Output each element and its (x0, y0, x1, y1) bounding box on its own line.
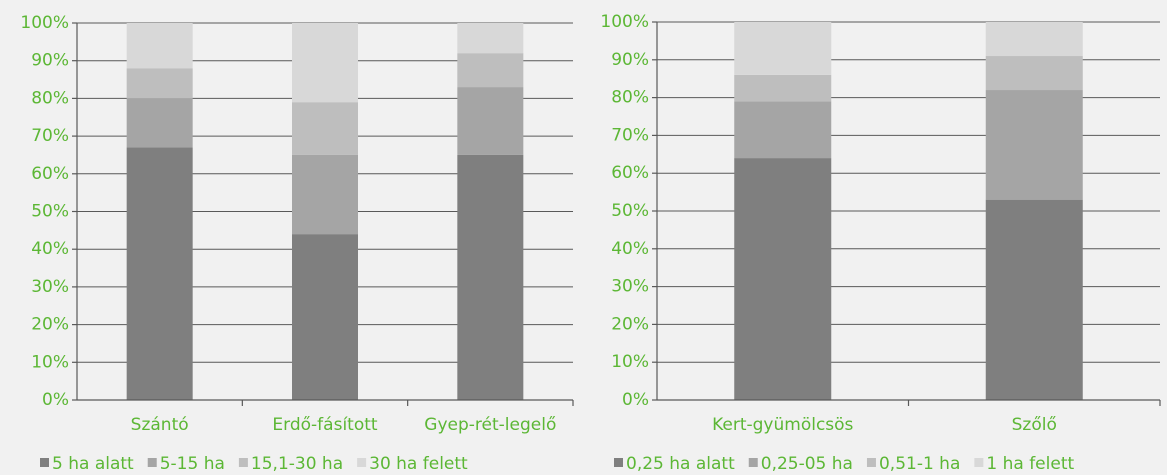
y-tick-label: 60% (31, 164, 69, 184)
bar-segment (292, 102, 358, 155)
y-tick-label: 50% (611, 201, 649, 221)
bar-segment (985, 22, 1083, 57)
y-tick-label: 40% (611, 239, 649, 259)
bar-segment (457, 53, 524, 88)
bar-segment (734, 158, 832, 400)
legend-swatch (147, 458, 157, 467)
x-tick-label: Kert-gyümölcsös (712, 415, 853, 435)
bar-segment (292, 234, 358, 400)
bar-segment (985, 56, 1083, 91)
bar-segment (126, 68, 193, 99)
y-tick-label: 20% (611, 314, 649, 334)
bar-segment (457, 87, 524, 155)
bar-segment (985, 90, 1083, 200)
legend-label: 5 ha alatt (52, 454, 134, 474)
bar-segment (126, 98, 193, 148)
legend-swatch (866, 458, 876, 467)
y-tick-label: 30% (611, 277, 649, 297)
y-tick-label: 60% (611, 163, 649, 183)
bar-segment (457, 154, 524, 400)
x-tick-label: Szántó (131, 415, 189, 435)
legend-label: 30 ha felett (369, 454, 468, 474)
y-tick-label: 90% (31, 51, 69, 71)
legend-label: 0,25-05 ha (761, 454, 853, 474)
bar-segment (734, 74, 832, 102)
y-tick-label: 0% (42, 390, 69, 410)
y-tick-label: 40% (31, 239, 69, 259)
legend-label: 15,1-30 ha (251, 454, 343, 474)
y-tick-label: 70% (611, 125, 649, 145)
bar-segment (292, 154, 358, 235)
y-tick-label: 30% (31, 277, 69, 297)
y-tick-label: 100% (20, 13, 69, 33)
legend-swatch (357, 458, 367, 467)
legend-label: 5-15 ha (160, 454, 225, 474)
bar-segment (292, 23, 358, 103)
legend-label: 0,25 ha alatt (626, 454, 735, 474)
bar-segment (985, 199, 1083, 400)
y-tick-label: 10% (611, 352, 649, 372)
legend-swatch (238, 458, 248, 467)
bar-segment (734, 101, 832, 159)
x-tick-label: Gyep-rét-legelő (424, 415, 556, 435)
legend-label: 1 ha felett (986, 454, 1074, 474)
bar-segment (734, 22, 832, 75)
legend-swatch (748, 458, 758, 467)
x-tick-label: Erdő-fásított (272, 415, 377, 435)
y-tick-label: 80% (611, 88, 649, 108)
legend-swatch (40, 458, 49, 467)
y-tick-label: 80% (31, 88, 69, 108)
legend-swatch (614, 458, 623, 467)
y-tick-label: 20% (31, 315, 69, 335)
y-tick-label: 50% (31, 202, 69, 222)
y-tick-label: 90% (611, 50, 649, 70)
bar-segment (126, 147, 193, 400)
y-tick-label: 100% (600, 12, 649, 32)
y-tick-label: 0% (622, 390, 649, 410)
bar-segment (126, 23, 193, 69)
x-tick-label: Szőlő (1012, 415, 1057, 435)
y-tick-label: 70% (31, 126, 69, 146)
legend-label: 0,51-1 ha (879, 454, 960, 474)
bar-segment (457, 23, 524, 54)
legend-swatch (974, 458, 984, 467)
y-tick-label: 10% (31, 352, 69, 372)
